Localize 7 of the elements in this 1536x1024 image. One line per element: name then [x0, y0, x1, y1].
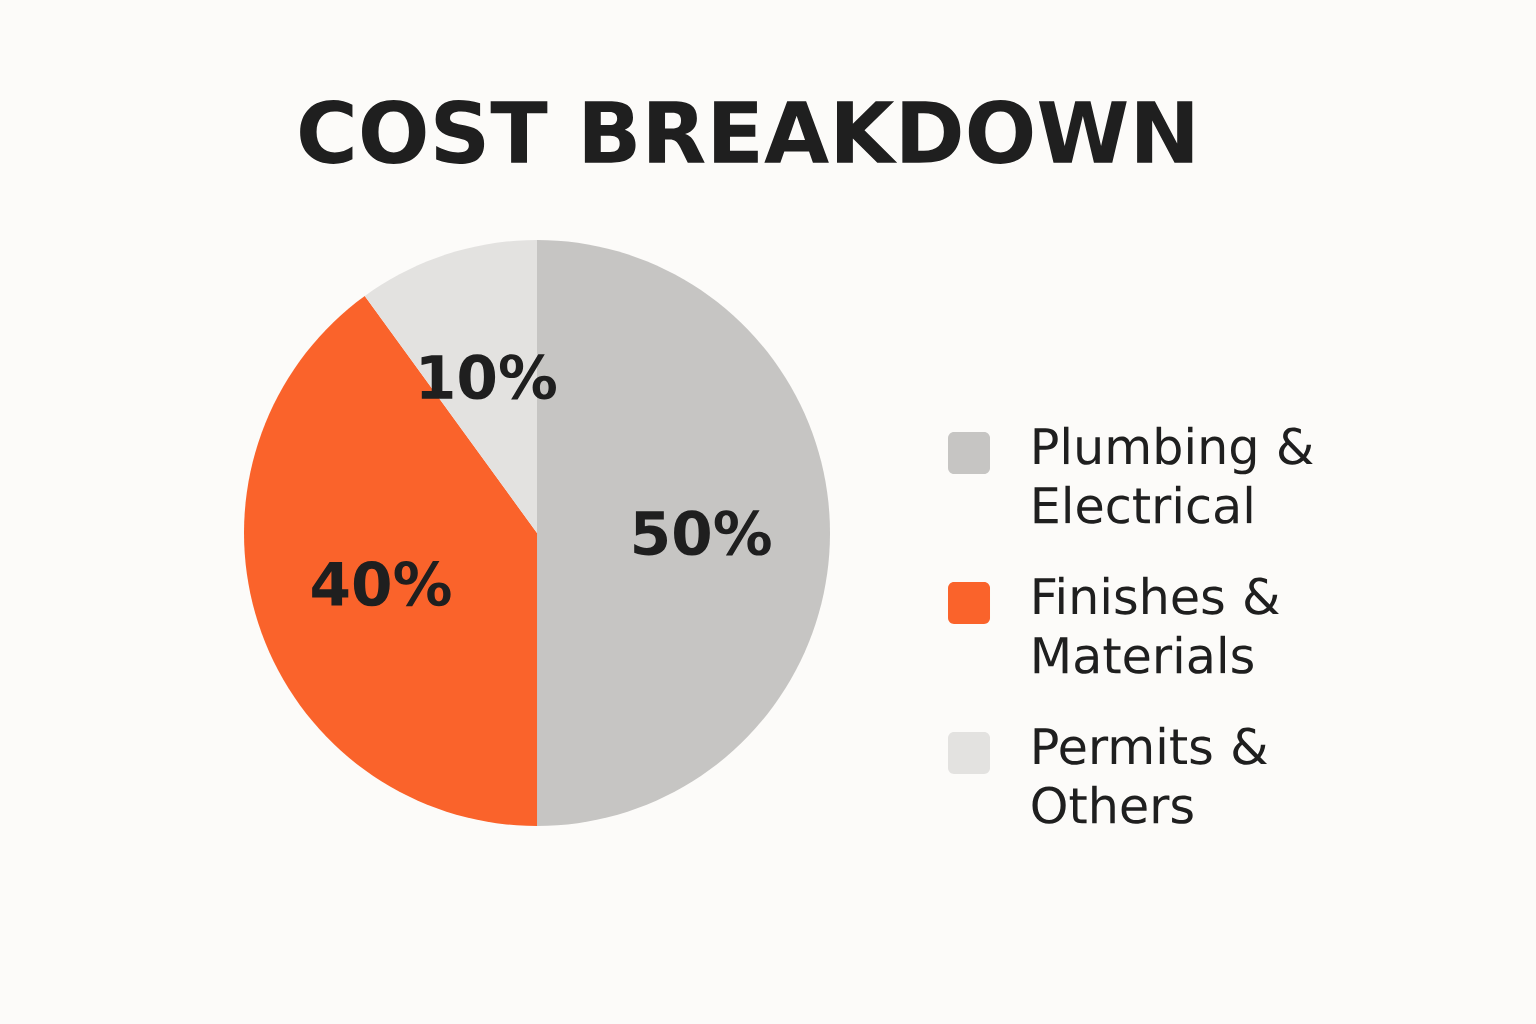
data-label: 10%	[421, 354, 556, 400]
data-label: 50%	[634, 510, 771, 556]
chart-title: COST BREAKDOWN	[300, 100, 1193, 164]
data-label: 40%	[312, 561, 451, 607]
legend-label: Permits & Others	[1032, 726, 1268, 824]
legend-label: Plumbing & Electrical	[1034, 426, 1313, 524]
legend-label: Finishes & Materials	[1034, 576, 1279, 674]
